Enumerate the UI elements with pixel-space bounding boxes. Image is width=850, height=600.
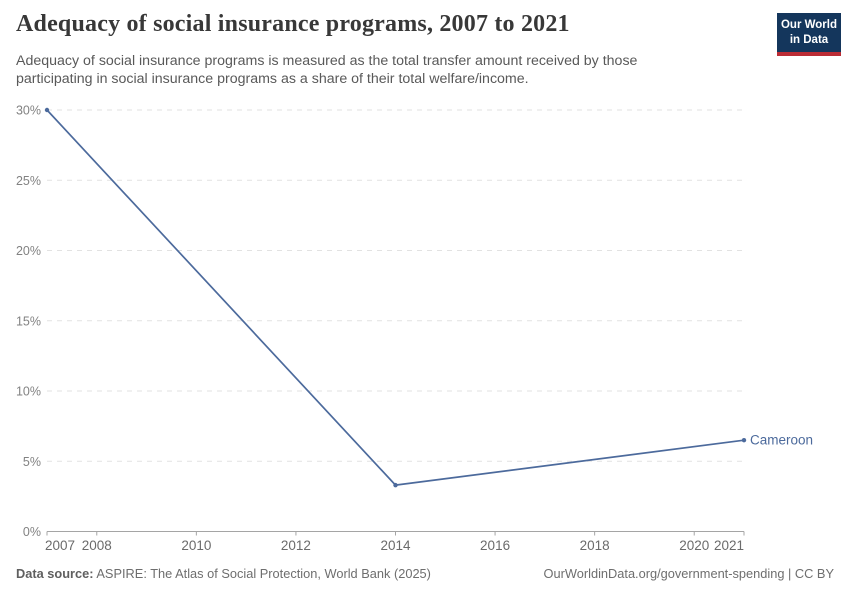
x-tick-label: 2012 bbox=[281, 538, 311, 553]
credit-link[interactable]: OurWorldinData.org/government-spending |… bbox=[543, 566, 834, 581]
y-tick-label: 25% bbox=[16, 174, 41, 188]
y-tick-label: 15% bbox=[16, 314, 41, 328]
chart-subtitle: Adequacy of social insurance programs is… bbox=[16, 53, 638, 88]
data-source-text: ASPIRE: The Atlas of Social Protection, … bbox=[96, 566, 431, 581]
y-tick-label: 5% bbox=[23, 455, 41, 469]
owid-logo[interactable]: Our World in Data bbox=[777, 13, 841, 56]
x-tick-label: 2016 bbox=[480, 538, 510, 553]
x-tick-label: 2018 bbox=[580, 538, 610, 553]
chart-canvas[interactable]: 0% 5% 10% 15% 20% 25% 30% 2007 2008 2010 2012 2014 2… bbox=[0, 95, 850, 565]
data-point[interactable] bbox=[44, 107, 50, 113]
data-point[interactable] bbox=[393, 482, 398, 488]
chart-title: Adequacy of social insurance programs, 2… bbox=[16, 11, 570, 37]
x-tick-label: 2007 bbox=[45, 538, 75, 553]
owid-logo-line1: Our World bbox=[780, 19, 837, 31]
y-tick-label: 10% bbox=[16, 385, 41, 399]
owid-logo-line2: in Data bbox=[789, 33, 829, 46]
x-tick-label: 2020 bbox=[679, 538, 709, 553]
x-tick-label: 2021 bbox=[714, 538, 744, 553]
data-source: Data source: ASPIRE: The Atlas of Social… bbox=[16, 566, 431, 581]
y-tick-label: 20% bbox=[16, 244, 41, 258]
x-tick-label: 2010 bbox=[181, 538, 211, 553]
data-source-label: Data source: bbox=[16, 566, 94, 581]
chart-footer: Data source: ASPIRE: The Atlas of Social… bbox=[16, 566, 834, 581]
y-tick-label: 0% bbox=[23, 525, 41, 539]
entity-label[interactable]: Cameroon bbox=[750, 433, 813, 448]
data-point[interactable] bbox=[741, 437, 747, 443]
chart-area[interactable]: 0% 5% 10% 15% 20% 25% 30% 2007 2008 2010 2012 2014 2… bbox=[0, 95, 850, 565]
y-tick-label: 30% bbox=[16, 104, 41, 118]
x-tick-label: 2014 bbox=[380, 538, 411, 553]
data-line-cameroon[interactable] bbox=[46, 109, 745, 486]
x-tick-label: 2008 bbox=[82, 538, 112, 553]
